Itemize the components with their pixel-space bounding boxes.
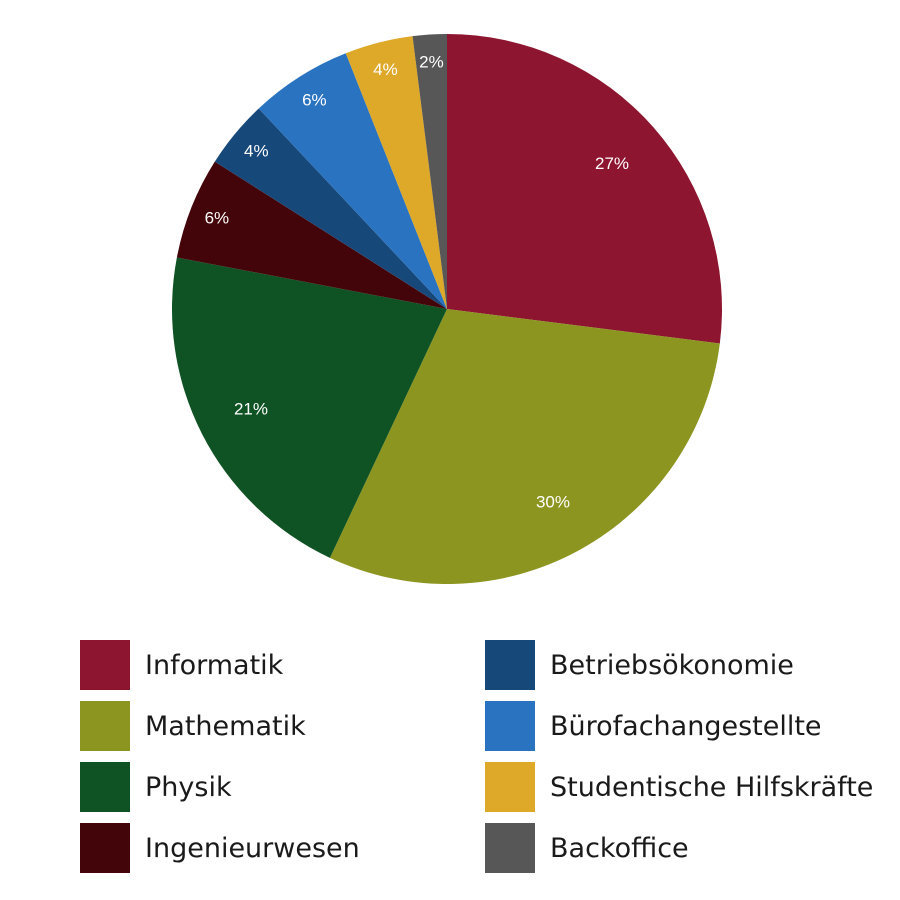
pie-slice-ingenieurwesen [176, 161, 447, 309]
slice-label-informatik: 27% [595, 154, 629, 173]
slice-label-studentische-hilfskraefte: 4% [373, 60, 398, 79]
slice-label-betriebsoekonomie: 4% [244, 142, 269, 161]
slice-label-buerofachangestellte: 6% [302, 91, 327, 110]
slice-label-ingenieurwesen: 6% [205, 208, 230, 227]
pie-slices [171, 34, 722, 584]
pie-slice-physik [171, 257, 447, 558]
pie-slice-buerofachangestellte [258, 53, 447, 310]
pie-slice-betriebsoekonomie [214, 108, 447, 309]
pie-slice-labels: 27% 30% 21% 6% 4% 6% 4% 2% [205, 52, 629, 511]
slice-label-backoffice: 2% [419, 52, 444, 71]
pie-slice-informatik [447, 34, 722, 344]
pie-slice-backoffice [412, 34, 447, 309]
pie-slice-mathematik [329, 309, 720, 584]
slice-label-physik: 21% [234, 399, 268, 418]
pie-slice-studentische-hilfskraefte [345, 36, 447, 309]
slice-label-mathematik: 30% [536, 492, 570, 511]
